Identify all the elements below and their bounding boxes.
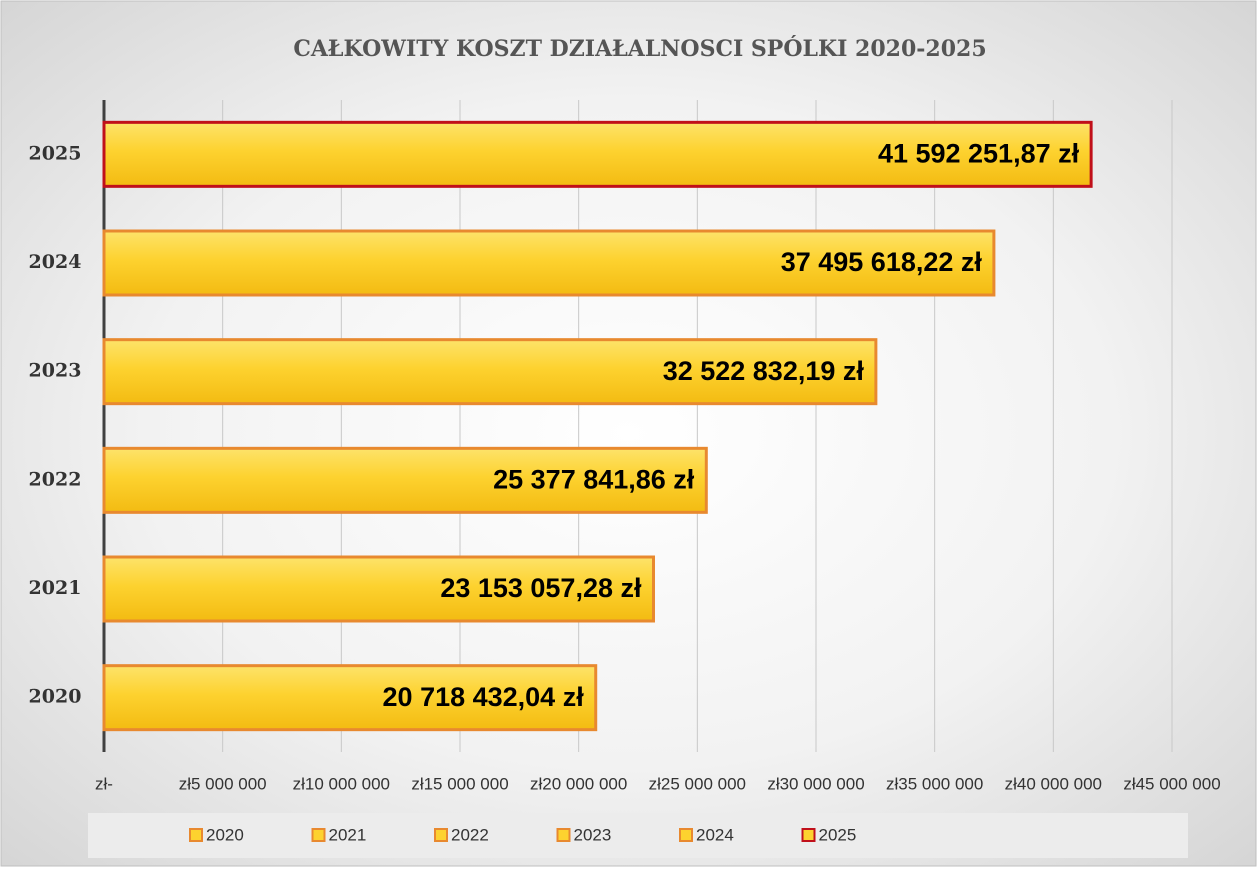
y-tick-label: 2025 (29, 142, 82, 164)
bar (102, 446, 708, 514)
legend-swatch (434, 828, 448, 842)
value-label: 25 377 841,86 zł (493, 464, 695, 494)
legend-label: 2025 (819, 825, 857, 844)
legend-label: 2024 (696, 825, 734, 844)
legend-swatch (311, 828, 326, 842)
value-label: 32 522 832,19 zł (663, 356, 865, 386)
y-tick-label: 2021 (29, 577, 82, 599)
x-tick-label: zł- (95, 774, 113, 793)
y-tick-label: 2023 (29, 360, 82, 382)
chart-title: CAŁKOWITY KOSZT DZIAŁALNOSCI SPÓLKI 2020… (293, 35, 986, 62)
legend-swatch (556, 828, 571, 842)
legend-swatch (679, 828, 693, 842)
value-label: 23 153 057,28 zł (440, 573, 642, 603)
bar (102, 229, 996, 297)
y-tick-label: 2024 (29, 251, 82, 273)
x-tick-label: zł15 000 000 (411, 774, 508, 793)
value-label: 37 495 618,22 zł (781, 247, 983, 277)
x-tick-label: zł40 000 000 (1005, 774, 1102, 793)
x-tick-label: zł10 000 000 (293, 774, 390, 793)
x-tick-label: zł35 000 000 (886, 774, 983, 793)
value-label: 20 718 432,04 zł (383, 682, 585, 712)
value-label: 41 592 251,87 zł (878, 138, 1080, 168)
legend-swatch (801, 828, 816, 842)
legend-label: 2023 (574, 825, 612, 844)
bar (102, 338, 878, 406)
legend-label: 2020 (206, 825, 244, 844)
legend-swatch (189, 828, 203, 842)
x-tick-label: zł30 000 000 (767, 774, 864, 793)
x-tick-label: zł25 000 000 (649, 774, 746, 793)
legend-label: 2021 (329, 825, 367, 844)
y-tick-label: 2022 (29, 468, 82, 490)
y-tick-label: 2020 (29, 686, 82, 708)
legend-label: 2022 (451, 825, 489, 844)
x-tick-label: zł20 000 000 (530, 774, 627, 793)
bar (102, 664, 598, 732)
x-tick-label: zł5 000 000 (179, 774, 267, 793)
bar (102, 555, 655, 623)
bar (102, 120, 1093, 188)
x-tick-label: zł45 000 000 (1123, 774, 1220, 793)
legend-box (88, 813, 1188, 858)
